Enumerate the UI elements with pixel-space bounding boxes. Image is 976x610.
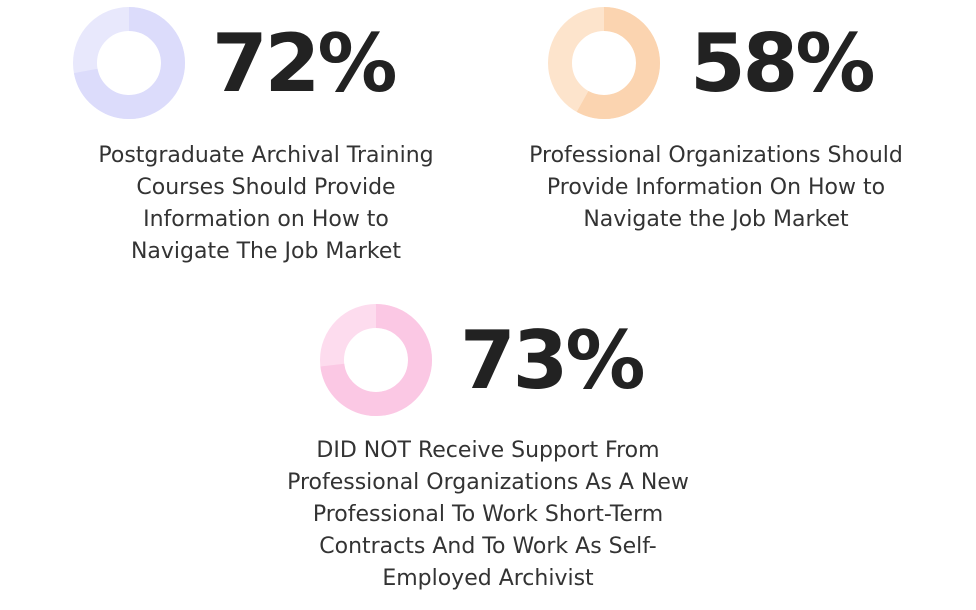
caption-2-line-2: Provide Information On How to: [486, 172, 946, 204]
caption-3-line-3: Professional To Work Short-Term: [258, 499, 718, 531]
caption-2: Professional Organizations Should Provid…: [486, 140, 946, 236]
donut-svg-1: [71, 5, 187, 121]
donut-chart-3: [318, 302, 434, 418]
percent-value-2: 58%: [690, 24, 872, 104]
caption-1: Postgraduate Archival Training Courses S…: [36, 140, 496, 268]
caption-3: DID NOT Receive Support From Professiona…: [258, 435, 718, 595]
caption-3-line-4: Contracts And To Work As Self-: [258, 531, 718, 563]
caption-2-line-3: Navigate the Job Market: [486, 204, 946, 236]
caption-3-line-5: Employed Archivist: [258, 563, 718, 595]
caption-1-line-2: Courses Should Provide: [36, 172, 496, 204]
donut-chart-2: [546, 5, 662, 121]
donut-chart-1: [71, 5, 187, 121]
percent-value-1: 72%: [212, 24, 394, 104]
percent-value-3: 73%: [460, 321, 642, 401]
donut-svg-2: [546, 5, 662, 121]
caption-3-line-1: DID NOT Receive Support From: [258, 435, 718, 467]
caption-3-line-2: Professional Organizations As A New: [258, 467, 718, 499]
caption-1-line-4: Navigate The Job Market: [36, 236, 496, 268]
caption-1-line-3: Information on How to: [36, 204, 496, 236]
caption-1-line-1: Postgraduate Archival Training: [36, 140, 496, 172]
caption-2-line-1: Professional Organizations Should: [486, 140, 946, 172]
donut-svg-3: [318, 302, 434, 418]
